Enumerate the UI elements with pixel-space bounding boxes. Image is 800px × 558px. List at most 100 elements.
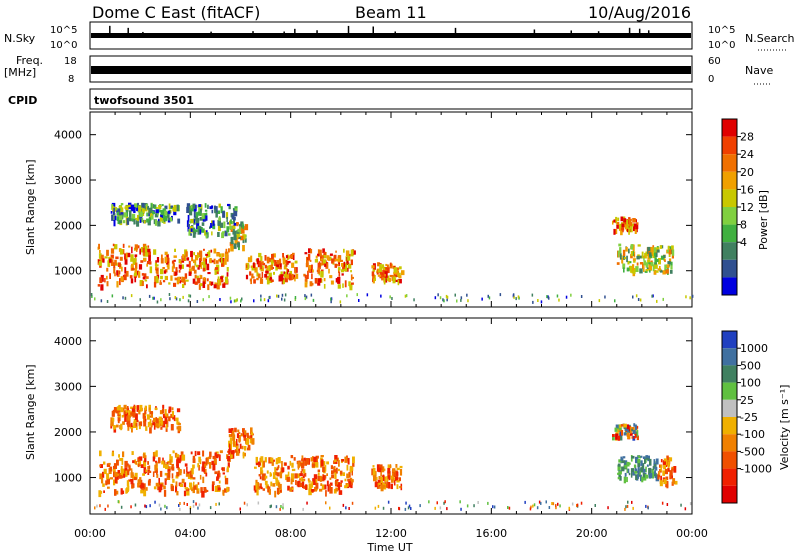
range-cell — [614, 299, 616, 303]
range-cell — [338, 269, 340, 273]
range-cell — [229, 220, 232, 226]
range-cell — [189, 470, 192, 478]
range-cell — [632, 268, 636, 274]
range-cell — [230, 221, 234, 225]
range-cell — [280, 267, 282, 270]
range-cell — [129, 210, 132, 218]
range-cell — [236, 445, 239, 451]
range-cell — [342, 283, 344, 288]
range-cell — [149, 427, 152, 434]
range-cell — [121, 415, 124, 418]
range-cell — [618, 474, 621, 477]
range-cell — [631, 223, 634, 227]
range-cell — [98, 260, 102, 266]
range-cell — [487, 294, 489, 298]
range-cell — [130, 406, 134, 409]
x-tick-label: 20:00 — [576, 527, 608, 540]
range-cell — [260, 265, 264, 268]
colorbar-swatch — [722, 154, 737, 172]
range-cell — [144, 245, 148, 252]
range-cell — [349, 284, 353, 291]
range-cell — [622, 256, 626, 260]
range-cell — [229, 443, 231, 450]
range-cell — [399, 486, 402, 489]
range-cell — [143, 416, 146, 419]
range-cell — [217, 225, 221, 232]
range-cell — [668, 249, 672, 255]
range-cell — [408, 504, 411, 508]
range-cell — [664, 468, 668, 475]
range-cell — [100, 299, 103, 303]
colorbar-tick-label: 20 — [740, 166, 754, 179]
range-cell — [290, 478, 293, 485]
range-cell — [654, 470, 656, 475]
range-cell — [307, 478, 310, 482]
range-cell — [223, 258, 227, 265]
range-cell — [381, 466, 385, 473]
colorbar-tick-label: 24 — [740, 148, 754, 161]
range-cell — [393, 274, 397, 278]
range-cell — [247, 444, 251, 450]
range-cell — [158, 205, 162, 209]
data-region — [110, 404, 182, 434]
range-cell — [203, 467, 205, 473]
range-cell — [598, 299, 601, 303]
range-cell — [172, 478, 175, 483]
range-cell — [340, 263, 344, 267]
range-cell — [187, 299, 190, 303]
range-cell — [130, 472, 134, 478]
range-cell — [618, 471, 622, 475]
range-cell — [279, 471, 283, 479]
range-cell — [335, 250, 337, 253]
range-cell — [275, 505, 278, 509]
colorbar-swatch — [722, 485, 737, 503]
range-cell — [645, 466, 647, 473]
range-cell — [477, 501, 479, 504]
range-cell — [291, 262, 295, 268]
range-cell — [390, 476, 394, 483]
range-cell — [199, 217, 203, 221]
range-cell — [619, 247, 622, 254]
range-cell — [187, 215, 190, 222]
data-region — [153, 248, 230, 291]
range-cell — [306, 274, 309, 279]
range-cell — [251, 438, 255, 445]
range-cell — [642, 472, 645, 478]
range-cell — [499, 293, 502, 297]
range-cell — [524, 500, 526, 504]
range-cell — [266, 256, 270, 264]
range-cell — [375, 480, 377, 484]
range-cell — [158, 416, 162, 421]
range-cell — [382, 264, 385, 269]
range-cell — [304, 297, 307, 301]
range-cell — [576, 503, 579, 507]
range-cell — [213, 248, 217, 254]
range-cell — [304, 252, 308, 255]
range-cell — [168, 293, 171, 296]
range-cell — [205, 212, 208, 216]
range-cell — [207, 456, 212, 460]
range-cell — [249, 271, 252, 276]
range-cell — [634, 471, 638, 474]
range-cell — [164, 478, 167, 482]
range-cell — [176, 408, 181, 413]
range-cell — [473, 504, 475, 508]
nsky-label: N.Sky — [4, 32, 36, 45]
range-cell — [242, 245, 245, 252]
range-cell — [195, 255, 199, 261]
range-cell — [270, 264, 273, 270]
range-cell — [404, 294, 407, 298]
range-cell — [322, 466, 326, 473]
range-cell — [222, 472, 225, 475]
data-region — [245, 252, 299, 285]
range-cell — [111, 214, 114, 221]
range-cell — [199, 250, 203, 257]
data-region — [303, 455, 355, 497]
range-cell — [335, 460, 338, 464]
y-tick-label: 3000 — [54, 380, 82, 393]
range-cell — [234, 449, 238, 453]
colorbar-tick-label: -1000 — [740, 463, 772, 476]
range-cell — [261, 473, 265, 481]
range-cell — [261, 271, 264, 278]
